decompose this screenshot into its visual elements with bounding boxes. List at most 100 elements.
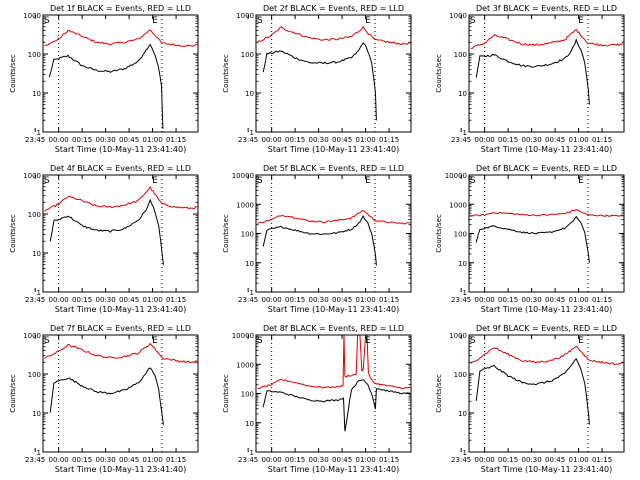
x-tick-label: 00:00 <box>262 296 282 304</box>
y-axis-label: Counts/sec <box>9 214 17 253</box>
x-axis-label: Start Time (10-May-11 23:41:40) <box>268 305 399 314</box>
y-tick-label: 1 <box>37 129 41 137</box>
x-tick-label: 23:45 <box>25 456 45 464</box>
x-axis-label: Start Time (10-May-11 23:41:40) <box>481 305 612 314</box>
y-tick-label: 10000 <box>232 332 254 340</box>
y-tick-label: 1000 <box>23 332 41 340</box>
x-tick-label: 00:30 <box>522 456 542 464</box>
y-tick-label: 100 <box>28 211 41 219</box>
y-tick-label: 10 <box>458 260 467 268</box>
y-tick-label: 1 <box>250 449 254 457</box>
x-tick-label: 00:30 <box>309 136 329 144</box>
x-tick-label: 01:15 <box>592 136 612 144</box>
events-series-line <box>475 38 590 105</box>
x-tick-label: 01:15 <box>592 456 612 464</box>
x-tick-label: 00:15 <box>72 136 92 144</box>
x-axis-label: Start Time (10-May-11 23:41:40) <box>481 145 612 154</box>
marker-e: E <box>365 336 371 346</box>
x-tick-label: 00:00 <box>475 136 495 144</box>
x-tick-label: 23:45 <box>451 296 471 304</box>
y-axis-label: Counts/sec <box>222 54 230 93</box>
y-tick-label: 1000 <box>449 201 467 209</box>
marker-s: S <box>470 176 476 186</box>
marker-s: S <box>257 16 263 26</box>
x-tick-label: 00:00 <box>49 296 69 304</box>
events-series-line <box>262 215 377 266</box>
events-series-line <box>475 358 590 425</box>
plot-frame <box>42 174 199 293</box>
x-tick-label: 00:15 <box>72 296 92 304</box>
x-axis-label: Start Time (10-May-11 23:41:40) <box>55 145 186 154</box>
marker-s: S <box>44 176 50 186</box>
x-tick-label: 00:00 <box>262 456 282 464</box>
y-tick-label: 100 <box>28 51 41 59</box>
panel-title: Det 2f BLACK = Events, RED = LLD <box>263 4 404 13</box>
x-tick-label: 00:30 <box>96 136 116 144</box>
plot-frame <box>42 14 199 133</box>
y-tick-label: 1000 <box>23 172 41 180</box>
x-tick-label: 00:15 <box>498 136 518 144</box>
lld-series-line <box>257 335 411 390</box>
x-tick-label: 00:45 <box>332 136 352 144</box>
x-axis-label: Start Time (10-May-11 23:41:40) <box>55 305 186 314</box>
plot-frame <box>468 14 625 133</box>
lld-series-line <box>257 25 411 46</box>
panel-title: Det 8f BLACK = Events, RED = LLD <box>263 324 404 333</box>
panel-title: Det 1f BLACK = Events, RED = LLD <box>50 4 191 13</box>
marker-s: S <box>44 16 50 26</box>
y-tick-label: 1000 <box>236 361 254 369</box>
x-tick-label: 00:45 <box>332 296 352 304</box>
x-tick-label: 00:30 <box>309 296 329 304</box>
marker-e: E <box>365 176 371 186</box>
lld-series-line <box>44 342 198 364</box>
plot-frame <box>468 334 625 453</box>
x-tick-label: 00:15 <box>285 456 305 464</box>
marker-e: E <box>578 16 584 26</box>
events-series-line <box>475 215 590 263</box>
x-tick-label: 00:15 <box>285 296 305 304</box>
y-tick-label: 1000 <box>236 201 254 209</box>
plot-frame <box>42 334 199 453</box>
x-axis-label: Start Time (10-May-11 23:41:40) <box>55 465 186 474</box>
y-tick-label: 100 <box>454 231 467 239</box>
x-tick-label: 23:45 <box>451 136 471 144</box>
y-axis-label: Counts/sec <box>222 374 230 413</box>
y-tick-label: 10 <box>245 260 254 268</box>
y-tick-label: 10 <box>32 410 41 418</box>
x-tick-label: 01:15 <box>379 296 399 304</box>
y-axis-label: Counts/sec <box>9 374 17 413</box>
x-tick-label: 00:00 <box>475 296 495 304</box>
y-tick-label: 10 <box>245 90 254 98</box>
x-tick-label: 01:00 <box>568 296 588 304</box>
marker-s: S <box>257 176 263 186</box>
events-series-line <box>49 198 164 265</box>
x-tick-label: 23:45 <box>238 136 258 144</box>
y-axis-label: Counts/sec <box>435 54 443 93</box>
y-tick-label: 1000 <box>236 12 254 20</box>
panel-title: Det 7f BLACK = Events, RED = LLD <box>50 324 191 333</box>
y-tick-label: 10 <box>458 410 467 418</box>
x-tick-label: 00:30 <box>522 136 542 144</box>
y-axis-label: Counts/sec <box>435 374 443 413</box>
events-series-line <box>262 42 377 121</box>
marker-e: E <box>365 16 371 26</box>
y-tick-label: 100 <box>241 231 254 239</box>
y-axis-label: Counts/sec <box>9 54 17 93</box>
x-tick-label: 00:00 <box>262 136 282 144</box>
events-series-line <box>48 43 164 129</box>
y-tick-label: 1000 <box>449 12 467 20</box>
y-tick-label: 10 <box>245 420 254 428</box>
x-tick-label: 01:00 <box>142 136 162 144</box>
x-tick-label: 01:00 <box>355 296 375 304</box>
x-tick-label: 00:30 <box>522 296 542 304</box>
x-tick-label: 23:45 <box>25 136 45 144</box>
y-tick-label: 1 <box>250 129 254 137</box>
x-tick-label: 00:30 <box>309 456 329 464</box>
x-tick-label: 23:45 <box>238 456 258 464</box>
